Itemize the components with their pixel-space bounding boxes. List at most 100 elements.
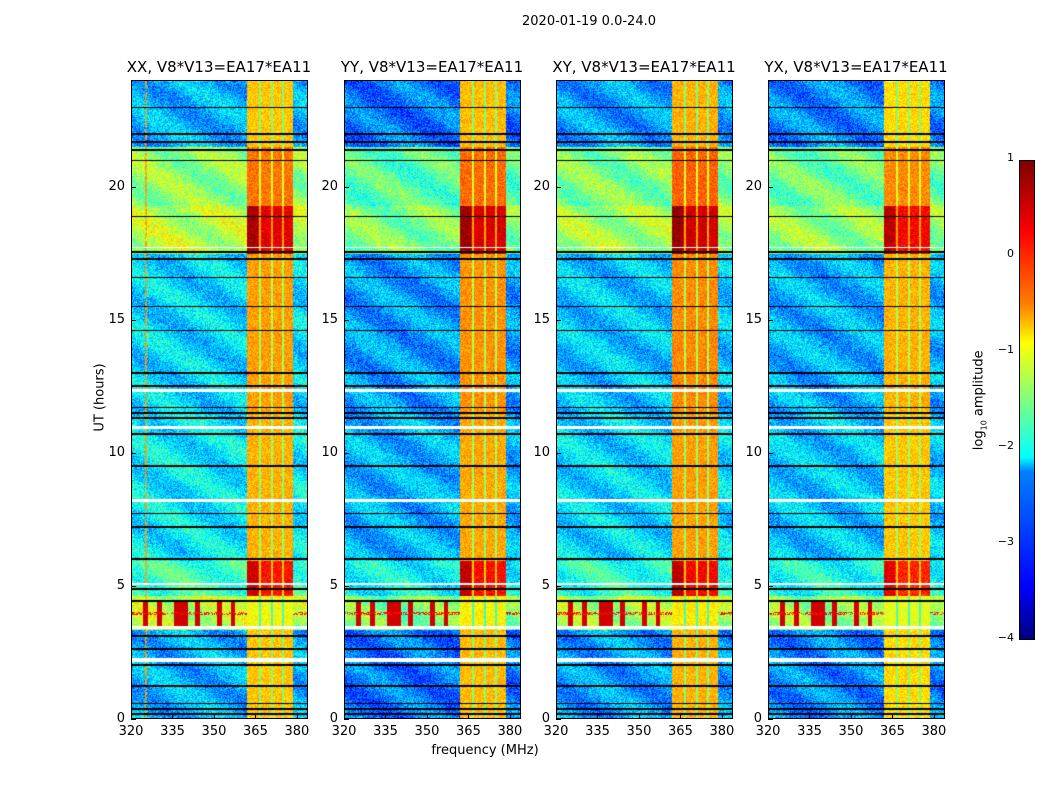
y-tick-label: 20	[533, 178, 550, 194]
colorbar-tick-label: −2	[997, 439, 1014, 452]
y-tick-label: 0	[329, 711, 338, 726]
x-tick-mark	[385, 714, 387, 719]
panel-title: XX, V8*V13=EA17*EA11	[126, 58, 312, 76]
panel-title: YY, V8*V13=EA17*EA11	[340, 58, 524, 76]
x-tick-label: 365	[243, 724, 268, 739]
y-tick-mark	[131, 452, 136, 454]
x-tick-label: 335	[160, 724, 185, 739]
colorbar-tick-label: 0	[1007, 247, 1014, 260]
y-tick-label: 20	[108, 178, 125, 194]
x-tick-label: 380	[497, 724, 523, 739]
y-tick-mark	[344, 585, 349, 587]
x-tick-label: 350	[838, 724, 864, 739]
x-tick-mark	[509, 714, 511, 719]
y-tick-label: 5	[116, 577, 125, 593]
x-tick-label: 320	[543, 724, 569, 739]
panel-title: YX, V8*V13=EA17*EA11	[764, 58, 948, 76]
y-tick-mark	[131, 585, 136, 587]
y-tick-label: 20	[321, 178, 338, 194]
heatmap-image	[345, 81, 520, 718]
heatmap-image	[769, 81, 944, 718]
y-tick-mark	[768, 186, 773, 188]
heatmap-panel	[556, 80, 733, 719]
y-tick-mark	[556, 319, 561, 321]
x-tick-mark	[468, 714, 470, 719]
x-tick-mark	[933, 714, 935, 719]
y-tick-mark	[768, 452, 773, 454]
colorbar-tick-label: 1	[1007, 151, 1014, 164]
colorbar	[1019, 160, 1035, 640]
y-tick-mark	[768, 719, 773, 720]
y-tick-mark	[768, 319, 773, 321]
y-axis-label: UT (hours)	[92, 363, 108, 432]
y-tick-label: 15	[321, 311, 338, 327]
x-tick-label: 380	[921, 724, 947, 739]
y-tick-label: 15	[745, 311, 762, 327]
x-tick-mark	[638, 714, 640, 719]
x-tick-label: 320	[755, 724, 781, 739]
x-tick-mark	[680, 714, 682, 719]
y-tick-label: 15	[108, 311, 125, 327]
x-tick-mark	[344, 714, 345, 719]
x-tick-mark	[850, 714, 852, 719]
x-tick-label: 350	[414, 724, 440, 739]
x-tick-mark	[597, 714, 599, 719]
x-tick-mark	[172, 714, 174, 719]
y-tick-label: 20	[745, 178, 762, 194]
y-tick-label: 5	[329, 577, 338, 593]
heatmap-panel	[131, 80, 308, 719]
colorbar-tick-label: −3	[997, 535, 1014, 548]
x-tick-mark	[721, 714, 723, 719]
y-tick-label: 10	[745, 444, 762, 460]
figure-title: 2020-01-19 0.0-24.0	[522, 14, 656, 29]
x-tick-label: 320	[331, 724, 357, 739]
y-tick-mark	[556, 452, 561, 454]
y-tick-label: 10	[321, 444, 338, 460]
x-tick-mark	[131, 714, 132, 719]
x-tick-mark	[296, 714, 298, 719]
y-tick-mark	[344, 186, 349, 188]
x-tick-label: 380	[709, 724, 735, 739]
y-tick-mark	[344, 452, 349, 454]
y-tick-mark	[131, 319, 136, 321]
heatmap-panel	[768, 80, 945, 719]
heatmap-panel	[344, 80, 521, 719]
x-tick-label: 365	[668, 724, 693, 739]
y-tick-label: 0	[753, 711, 762, 726]
colorbar-label: log10 amplitude	[971, 350, 989, 451]
y-tick-mark	[344, 719, 349, 720]
x-tick-label: 335	[585, 724, 610, 739]
x-tick-label: 365	[456, 724, 481, 739]
x-tick-mark	[892, 714, 894, 719]
x-tick-label: 380	[284, 724, 310, 739]
x-tick-label: 350	[626, 724, 652, 739]
panel-title: XY, V8*V13=EA17*EA11	[552, 58, 736, 76]
x-tick-mark	[426, 714, 428, 719]
y-tick-label: 0	[116, 711, 125, 726]
y-tick-mark	[556, 719, 561, 720]
y-tick-mark	[556, 585, 561, 587]
y-tick-mark	[768, 585, 773, 587]
y-tick-mark	[131, 186, 136, 188]
x-tick-label: 365	[880, 724, 905, 739]
x-tick-mark	[768, 714, 769, 719]
x-axis-label: frequency (MHz)	[431, 743, 539, 758]
x-tick-label: 335	[373, 724, 398, 739]
x-tick-mark	[213, 714, 215, 719]
y-tick-label: 0	[541, 711, 550, 726]
colorbar-tick-label: −4	[997, 631, 1014, 644]
y-tick-label: 15	[533, 311, 550, 327]
x-tick-label: 335	[797, 724, 822, 739]
y-tick-mark	[344, 319, 349, 321]
heatmap-image	[132, 81, 307, 718]
y-tick-mark	[131, 719, 136, 720]
heatmap-image	[557, 81, 732, 718]
y-tick-label: 10	[108, 444, 125, 460]
x-tick-mark	[556, 714, 557, 719]
y-tick-label: 5	[541, 577, 550, 593]
x-tick-label: 350	[201, 724, 227, 739]
y-tick-label: 5	[753, 577, 762, 593]
x-tick-mark	[809, 714, 811, 719]
colorbar-tick-label: −1	[997, 343, 1014, 356]
